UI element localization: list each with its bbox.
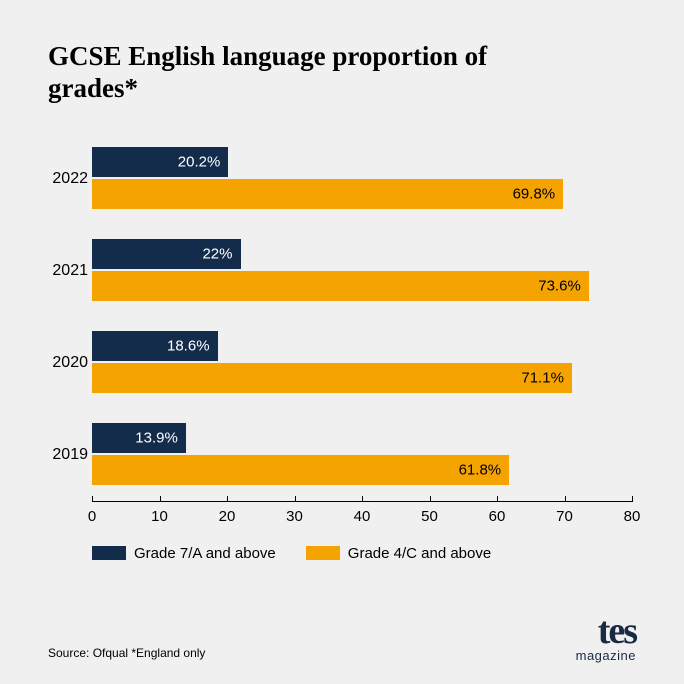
bar: 69.8% [92,179,563,209]
bar-value-label: 20.2% [178,153,221,170]
x-tick-label: 40 [354,508,371,525]
x-tick [430,496,431,502]
bar: 13.9% [92,423,186,453]
x-axis: 01020304050607080 [92,501,632,526]
bar: 61.8% [92,455,509,485]
x-tick-label: 0 [88,508,96,525]
legend-swatch-0 [92,546,126,560]
y-axis-label: 2019 [44,446,88,464]
y-axis-label: 2021 [44,262,88,280]
x-tick [227,496,228,502]
chart-container: GCSE English language proportion of grad… [0,0,684,684]
legend-swatch-1 [306,546,340,560]
x-tick [565,496,566,502]
x-tick-label: 50 [421,508,438,525]
brand-sub: magazine [576,650,636,662]
bar-group: 201913.9%61.8% [92,409,636,501]
bar: 20.2% [92,147,228,177]
bar: 73.6% [92,271,589,301]
x-tick-label: 80 [624,508,641,525]
bar-value-label: 69.8% [513,185,556,202]
legend-label-1: Grade 4/C and above [348,545,491,562]
bar-value-label: 73.6% [538,277,581,294]
y-axis-label: 2020 [44,354,88,372]
x-tick [160,496,161,502]
source-note: Source: Ofqual *England only [48,646,205,660]
y-axis-label: 2022 [44,170,88,188]
x-tick [362,496,363,502]
bar: 18.6% [92,331,218,361]
bar-value-label: 22% [202,245,232,262]
legend-item-series-a: Grade 7/A and above [92,545,276,562]
bar-value-label: 61.8% [459,461,502,478]
x-tick-label: 60 [489,508,506,525]
bar-group: 202220.2%69.8% [92,133,636,225]
x-tick [497,496,498,502]
bar-value-label: 18.6% [167,337,210,354]
bar: 22% [92,239,241,269]
bar-value-label: 71.1% [521,369,564,386]
chart-title: GCSE English language proportion of grad… [48,40,488,105]
brand-logo: tes magazine [576,614,636,662]
plot-area: 202220.2%69.8%202122%73.6%202018.6%71.1%… [92,133,636,533]
bar-group: 202122%73.6% [92,225,636,317]
x-tick [295,496,296,502]
brand-name: tes [576,614,636,648]
bar-group: 202018.6%71.1% [92,317,636,409]
bar-value-label: 13.9% [135,429,178,446]
x-tick-label: 30 [286,508,303,525]
x-tick-label: 10 [151,508,168,525]
bar: 71.1% [92,363,572,393]
x-tick-label: 70 [556,508,573,525]
legend: Grade 7/A and above Grade 4/C and above [92,545,636,562]
x-tick-label: 20 [219,508,236,525]
x-tick [92,496,93,502]
x-tick [632,496,633,502]
legend-label-0: Grade 7/A and above [134,545,276,562]
legend-item-series-b: Grade 4/C and above [306,545,491,562]
